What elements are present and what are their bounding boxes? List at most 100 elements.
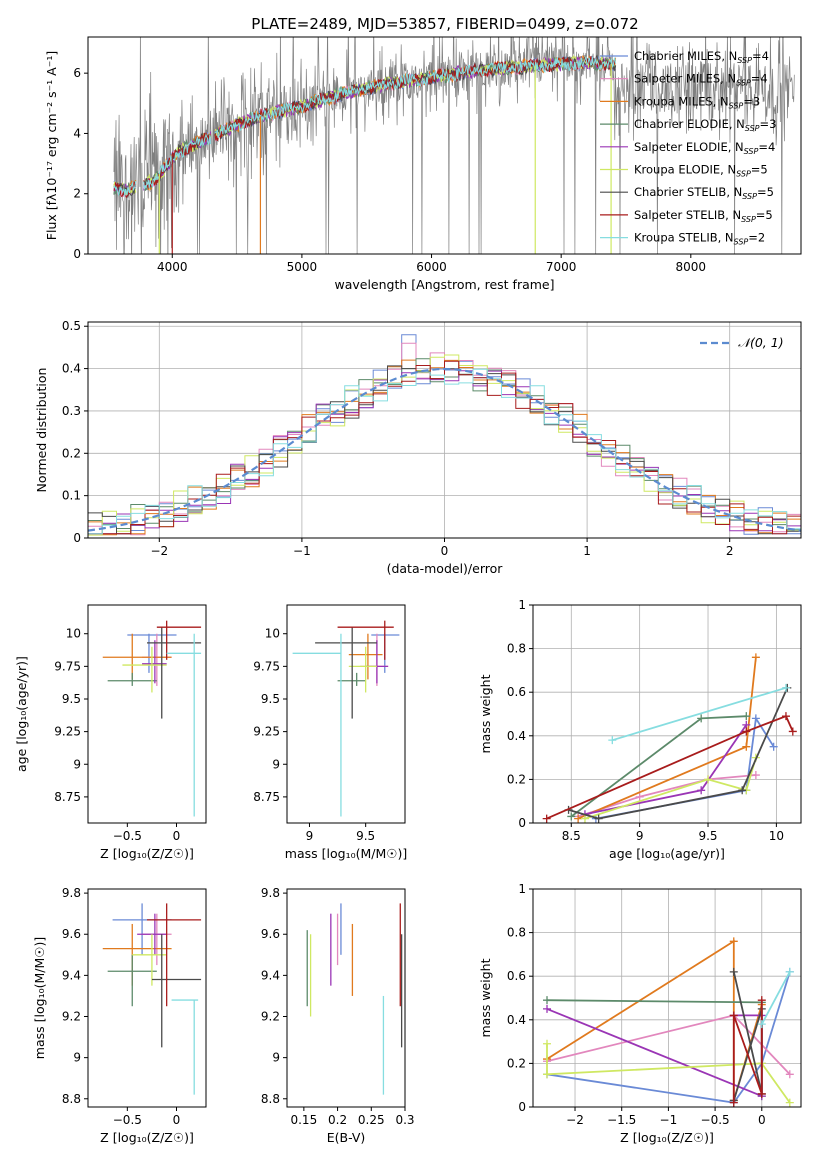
y-tick-label: 0 (518, 1100, 526, 1114)
y-axis-label: mass weight (478, 674, 493, 753)
y-axis-label: Flux [fλ10⁻¹⁷ erg cm⁻² s⁻¹ A⁻¹] (44, 51, 59, 240)
y-tick-label: 0 (73, 531, 81, 545)
x-tick-label: −1.5 (607, 1113, 636, 1127)
observed-spectrum-line (113, 37, 795, 254)
weight-point-marker (751, 771, 760, 780)
y-tick-label: 8.75 (54, 790, 81, 804)
ebv-mass-panel: 0.15 0.2 0.25 0.3 8.8 9 9.2 9.4 9.6 9.8 E(B-V) (261, 886, 415, 1145)
legend-entry: Kroupa ELODIE, NSSP=5 (634, 163, 768, 179)
y-tick-label: 9.6 (62, 927, 81, 941)
x-axis-label: mass [log₁₀(M/M☉)] (285, 846, 407, 861)
x-tick-label: 8.5 (562, 829, 581, 843)
x-tick-label: 2 (726, 544, 734, 558)
weight-point-marker (785, 1070, 794, 1079)
weight-series-line (568, 687, 789, 820)
legend-entry: Salpeter ELODIE, NSSP=4 (634, 140, 775, 156)
gaussian-curve (88, 367, 801, 532)
legend-subscript: SSP (745, 124, 760, 133)
y-tick-label: 0.6 (507, 685, 526, 699)
y-tick-label: 9 (73, 757, 81, 771)
weight-point-marker (729, 1011, 738, 1020)
weight-point-marker (757, 1089, 766, 1098)
weight-point-marker (543, 1004, 552, 1013)
y-tick-label: 9.4 (261, 968, 280, 982)
y-tick-label: 0.8 (507, 642, 526, 656)
weight-point-marker (781, 683, 790, 692)
x-tick-label: 5000 (287, 260, 318, 274)
y-tick-label: 8.8 (261, 1092, 280, 1106)
ebv-mass-panel-plot-area (306, 903, 403, 1095)
weight-point-marker (785, 1098, 794, 1107)
y-tick-label: 9.6 (261, 927, 280, 941)
y-tick-label: 9.5 (261, 692, 280, 706)
legend-text: Salpeter MILES, N (634, 72, 736, 86)
y-tick-label: 0.4 (507, 1013, 526, 1027)
z-mass-panel-plot-area (102, 903, 202, 1095)
weight-point-marker (635, 792, 644, 801)
y-tick-label: 9 (272, 757, 280, 771)
spectrum-panel: 4000 5000 6000 7000 8000 0 2 4 6 wavelength [Angs… (44, 36, 802, 292)
legend-entry: Salpeter MILES, NSSP=4 (634, 72, 768, 88)
x-tick-label: 0 (758, 1113, 766, 1127)
weight-series-line (577, 774, 756, 818)
legend-entry: 𝒩(0, 1) (738, 335, 784, 350)
weight-point-marker (580, 814, 589, 823)
x-axis-label: E(B-V) (327, 1130, 366, 1145)
y-axis-label: mass weight (478, 958, 493, 1037)
model-spectrum-line (113, 180, 137, 197)
weight-series-line (570, 715, 747, 818)
weight-point-marker (751, 714, 760, 723)
model-spectrum-line (214, 56, 617, 139)
y-tick-label: 1 (518, 882, 526, 896)
legend-text: Chabrier ELODIE, N (634, 117, 745, 131)
z-mass-panel: −0.5 0 8.8 9 9.2 9.4 9.6 9.8 Z [log₁₀(Z/Z☉)] mass… (32, 886, 207, 1145)
legend-entry: Chabrier STELIB, NSSP=5 (634, 185, 774, 201)
legend-entry: Salpeter STELIB, NSSP=5 (634, 208, 773, 224)
y-tick-label: 0.2 (507, 1056, 526, 1070)
weight-series-line (546, 939, 763, 1101)
weight-point-marker (781, 712, 790, 721)
y-tick-label: 1 (518, 598, 526, 612)
x-tick-label: 6000 (416, 260, 447, 274)
y-axis-label: mass [log₁₀(M/M☉)] (32, 937, 47, 1059)
y-tick-label: 0.3 (62, 404, 81, 418)
legend-value: =2 (748, 231, 765, 245)
y-tick-label: 8.75 (253, 790, 280, 804)
age-weight-panel: 8.5 9 9.5 10 0 0.2 0.4 0.6 0.8 1 age [log₁₀(age/yr… (478, 598, 802, 861)
weight-point-marker (742, 742, 751, 751)
legend-entry: Kroupa MILES, NSSP=3 (634, 94, 760, 110)
y-tick-label: 0.8 (507, 926, 526, 940)
weight-point-marker (543, 996, 552, 1005)
y-tick-label: 0.6 (507, 969, 526, 983)
y-tick-label: 9 (272, 1051, 280, 1065)
model-spectrum-line (214, 56, 616, 142)
legend-entry: Chabrier ELODIE, NSSP=3 (634, 117, 776, 133)
x-tick-label: −0.5 (113, 829, 142, 843)
weight-point-marker (574, 814, 583, 823)
legend-text: Chabrier MILES, N (634, 49, 737, 63)
y-tick-label: 9 (73, 1051, 81, 1065)
x-tick-label: 1 (583, 544, 591, 558)
x-tick-label: −2 (566, 1113, 584, 1127)
weight-series-line (546, 971, 791, 1104)
weight-series-line (546, 1043, 791, 1104)
legend-subscript: SSP (736, 170, 751, 179)
y-tick-label: 9.8 (62, 886, 81, 900)
axes-frame (87, 604, 207, 824)
x-tick-label: 0 (173, 829, 181, 843)
legend-subscript: SSP (741, 215, 756, 224)
y-tick-label: 6 (73, 66, 81, 80)
weight-point-marker (751, 653, 760, 662)
x-tick-label: 10 (769, 829, 784, 843)
x-axis-label: age [log₁₀(age/yr)] (609, 846, 725, 861)
y-tick-label: 9.5 (62, 692, 81, 706)
weight-point-marker (757, 996, 766, 1005)
y-tick-label: 4 (73, 126, 81, 140)
legend-entry: Kroupa STELIB, NSSP=2 (634, 231, 765, 247)
axes-frame (87, 36, 802, 255)
x-tick-label: 0.3 (395, 1113, 414, 1127)
legend-value: =5 (756, 208, 773, 222)
x-axis-label: (data-model)/error (387, 561, 504, 576)
y-tick-label: 0.5 (62, 319, 81, 333)
